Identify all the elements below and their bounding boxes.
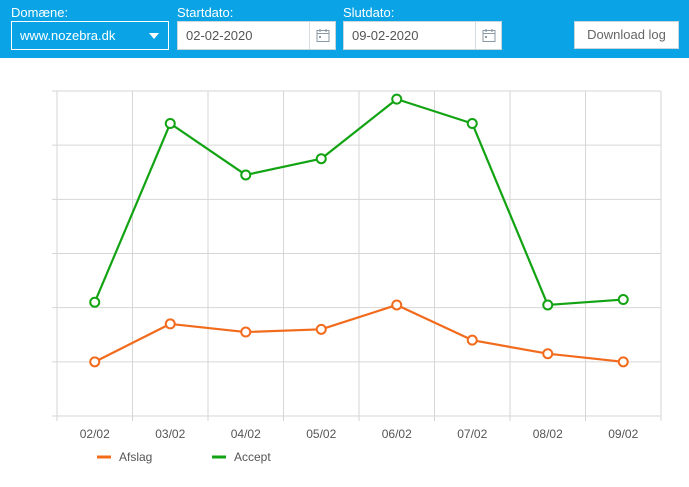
legend-label-accept: Accept	[234, 450, 271, 464]
series-line-accept	[93, 98, 624, 307]
legend-label-afslag: Afslag	[119, 450, 152, 464]
x-tick-label: 08/02	[533, 427, 563, 441]
x-tick-label: 02/02	[80, 427, 110, 441]
domain-select-value: www.nozebra.dk	[20, 28, 116, 43]
domain-select[interactable]: www.nozebra.dk	[11, 21, 169, 50]
data-point-afslag	[89, 356, 101, 368]
start-date-value: 02-02-2020	[186, 28, 253, 43]
data-point-afslag	[315, 323, 327, 335]
x-tick-label: 09/02	[608, 427, 638, 441]
end-date-picker-button[interactable]	[475, 22, 501, 49]
line-chart: 02/02 03/02 04/02 05/02 06/02 07/02 08/02 09/02…	[52, 90, 662, 464]
start-date-label: Startdato:	[177, 5, 234, 20]
calendar-icon	[316, 29, 329, 42]
x-tick-label: 07/02	[457, 427, 487, 441]
end-date-field[interactable]: 09-02-2020	[343, 21, 502, 50]
data-point-afslag	[164, 318, 176, 330]
data-point-afslag	[542, 348, 554, 360]
data-point-accept	[391, 93, 403, 105]
data-point-afslag	[617, 356, 629, 368]
domain-label: Domæne:	[11, 5, 69, 20]
data-point-afslag	[240, 326, 252, 338]
x-tick-label: 03/02	[155, 427, 185, 441]
chevron-down-icon	[149, 33, 159, 39]
data-point-accept	[164, 118, 176, 129]
download-log-button[interactable]: Download log	[574, 21, 679, 49]
chart-area: 02/02 03/02 04/02 05/02 06/02 07/02 08/02 09/02…	[0, 58, 689, 487]
data-point-accept	[466, 118, 478, 129]
x-tick-label: 05/02	[306, 427, 336, 441]
end-date-label: Slutdato:	[343, 5, 395, 20]
data-point-accept	[617, 294, 629, 306]
toolbar: Domæne: www.nozebra.dk Startdato: 02-02-…	[0, 0, 689, 58]
data-point-accept	[240, 169, 252, 181]
series-line-afslag	[94, 303, 624, 363]
data-point-accept	[89, 296, 101, 308]
data-point-afslag	[466, 334, 478, 346]
x-tick-label: 06/02	[382, 427, 412, 441]
data-point-accept	[315, 153, 327, 165]
x-tick-label: 04/02	[231, 427, 261, 441]
calendar-icon	[482, 29, 495, 42]
start-date-field[interactable]: 02-02-2020	[177, 21, 336, 50]
data-point-accept	[542, 299, 554, 311]
end-date-value: 09-02-2020	[352, 28, 419, 43]
data-point-afslag	[391, 299, 403, 311]
start-date-picker-button[interactable]	[309, 22, 335, 49]
